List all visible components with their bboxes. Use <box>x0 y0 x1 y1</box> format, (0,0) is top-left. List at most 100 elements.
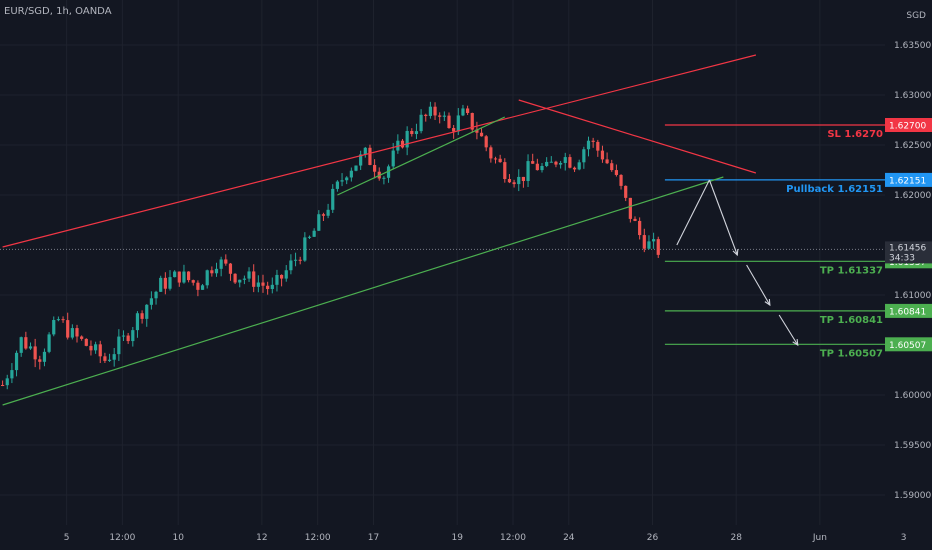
candle-body <box>396 140 400 151</box>
horizontal-levels <box>0 124 885 345</box>
candle-body <box>56 319 60 321</box>
candle-body <box>173 271 177 278</box>
projection-segment[interactable] <box>676 179 710 246</box>
candle-body <box>261 282 265 286</box>
tp3-axis-value: 1.60507 <box>889 341 926 351</box>
pullback-axis-value: 1.62151 <box>889 176 926 186</box>
candle-body <box>270 284 274 290</box>
candle-body <box>456 115 460 132</box>
candle-body <box>614 170 618 175</box>
candle-body <box>624 185 628 198</box>
candle-body <box>145 304 149 319</box>
candle-body <box>452 128 456 132</box>
candle-body <box>382 177 386 179</box>
candle-body <box>503 162 507 179</box>
projection-arrowhead <box>764 298 771 307</box>
candle-body <box>228 263 233 274</box>
candle-body <box>345 177 349 181</box>
projection-segment[interactable] <box>746 264 771 306</box>
projection-segment[interactable] <box>778 314 799 346</box>
time-tick-label: 12 <box>256 533 267 543</box>
trend-lines[interactable] <box>2 54 757 406</box>
upper-channel-line[interactable] <box>2 54 757 248</box>
candle-body <box>303 237 307 261</box>
candle-body <box>163 277 167 289</box>
candle-body <box>159 277 163 292</box>
candle-body <box>498 158 502 163</box>
candle-body <box>559 162 563 165</box>
candle-body <box>419 114 423 132</box>
candle-body <box>642 235 646 249</box>
candle-body <box>321 214 326 216</box>
candle-body <box>293 259 298 261</box>
tp2-label: TP 1.60841 <box>820 315 883 326</box>
candle-body <box>94 344 98 351</box>
time-tick-label: 12:00 <box>109 533 135 543</box>
projection-segment[interactable] <box>708 179 738 256</box>
tp3-axis-badge <box>885 337 932 352</box>
candle-body <box>28 346 33 349</box>
candle-body <box>633 218 637 221</box>
candle-body <box>517 176 521 185</box>
candle-body <box>66 320 70 338</box>
candle-body <box>98 344 102 357</box>
descending-resistance-line[interactable] <box>518 99 757 174</box>
candle-body <box>410 130 414 135</box>
price-axis-background <box>885 0 932 550</box>
candle-body <box>107 359 112 361</box>
candle-body <box>140 313 144 319</box>
time-tick-label: 3 <box>901 533 907 543</box>
current-price-badge <box>885 241 932 264</box>
candle-body <box>252 271 256 287</box>
candle-body <box>275 274 279 285</box>
candle-body <box>19 337 23 353</box>
time-tick-label: 26 <box>647 533 659 543</box>
candle-body <box>507 178 512 183</box>
candle-body <box>24 337 28 349</box>
candle-body <box>600 150 605 160</box>
candle-body <box>438 115 442 117</box>
candle-body <box>582 149 586 163</box>
candle-body <box>242 278 246 280</box>
candle-body <box>479 132 484 137</box>
tp1-label: TP 1.61337 <box>820 265 883 276</box>
price-tick-label: 1.63500 <box>894 41 931 51</box>
time-tick-label: 17 <box>368 533 379 543</box>
inner-support-line[interactable] <box>337 116 506 196</box>
candle-body <box>521 176 525 181</box>
time-tick-label: Jun <box>812 533 827 543</box>
time-axis-background <box>0 525 932 550</box>
lower-channel-line[interactable] <box>2 176 724 406</box>
pullback-label: Pullback 1.62151 <box>786 184 883 195</box>
candle-body <box>577 162 581 170</box>
time-tick-label: 12:00 <box>500 533 526 543</box>
sl-label: SL 1.6270 <box>827 129 883 140</box>
candle-body <box>549 161 553 163</box>
price-tick-label: 1.60000 <box>894 391 931 401</box>
candle-body <box>428 106 432 116</box>
candle-body <box>391 150 395 167</box>
candle-body <box>424 114 428 116</box>
candle-body <box>363 147 367 155</box>
candle-body <box>433 106 437 116</box>
candle-body <box>619 174 623 186</box>
candle-body <box>489 147 493 159</box>
price-tick-label: 1.62500 <box>894 141 931 151</box>
candle-body <box>354 165 358 171</box>
candle-body <box>526 161 530 181</box>
current-price-value: 1.61456 <box>889 243 926 253</box>
sl-axis-badge <box>885 118 932 132</box>
projection-arrows[interactable] <box>676 179 799 347</box>
tp2-axis-value: 1.60841 <box>889 307 926 317</box>
level-labels: SL 1.6270 Pullback 1.62151 TP 1.61337 TP 1.… <box>786 129 883 359</box>
price-tick-label: 1.63000 <box>894 91 931 101</box>
candle-body <box>466 108 470 114</box>
candle-body <box>117 336 121 355</box>
candles <box>1 101 660 390</box>
currency-label: SGD <box>906 11 926 21</box>
candle-body <box>177 271 181 283</box>
candle-body <box>112 354 116 360</box>
candle-body <box>628 197 632 219</box>
